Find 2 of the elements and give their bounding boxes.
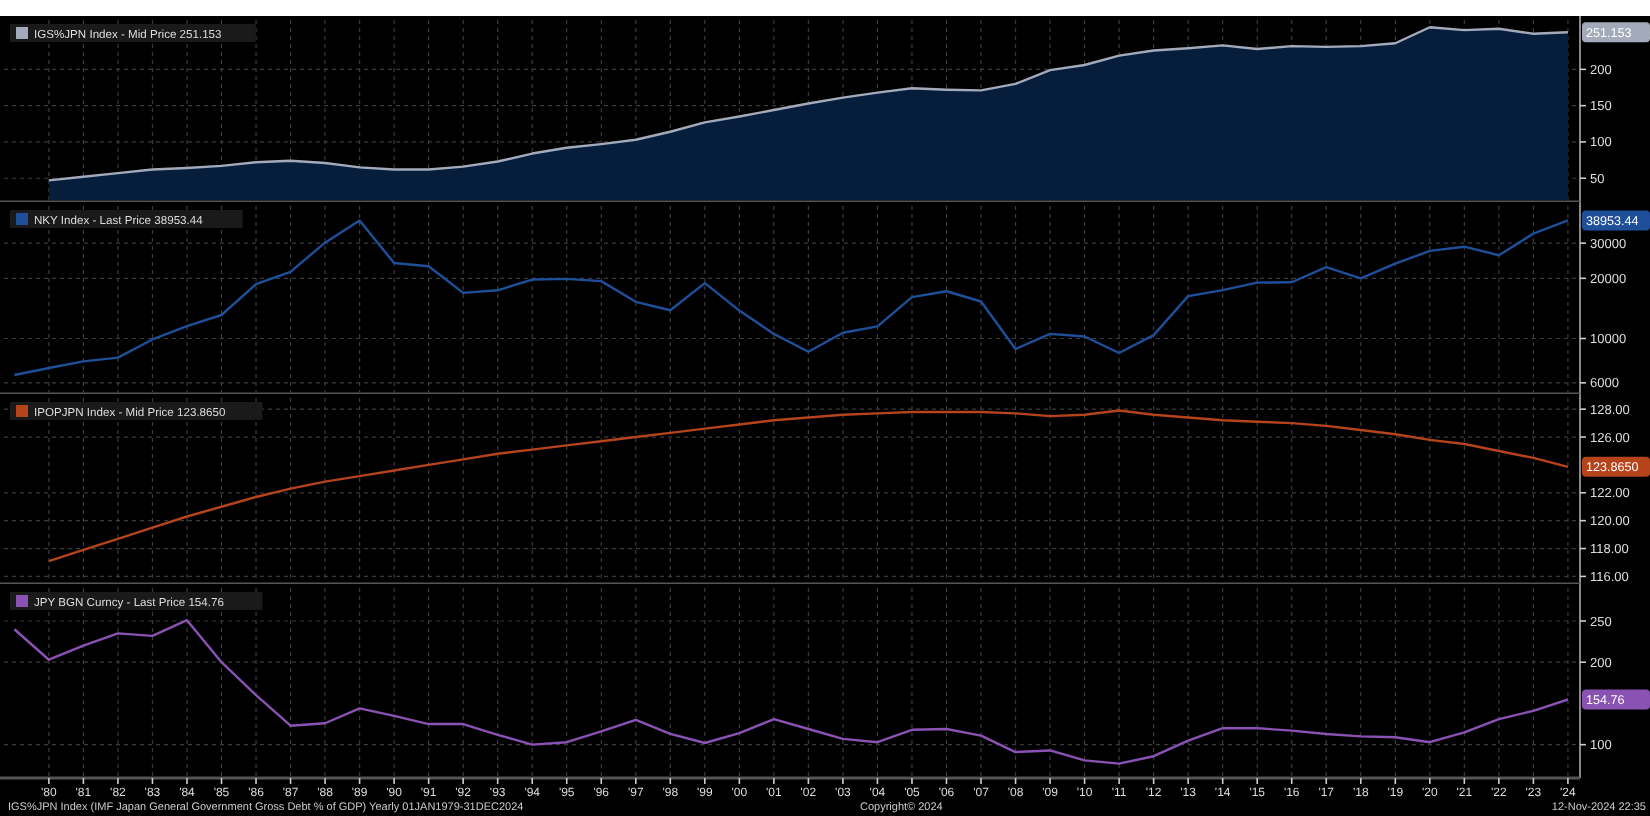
line-series: [13, 618, 1570, 765]
line-series: [13, 219, 1570, 377]
